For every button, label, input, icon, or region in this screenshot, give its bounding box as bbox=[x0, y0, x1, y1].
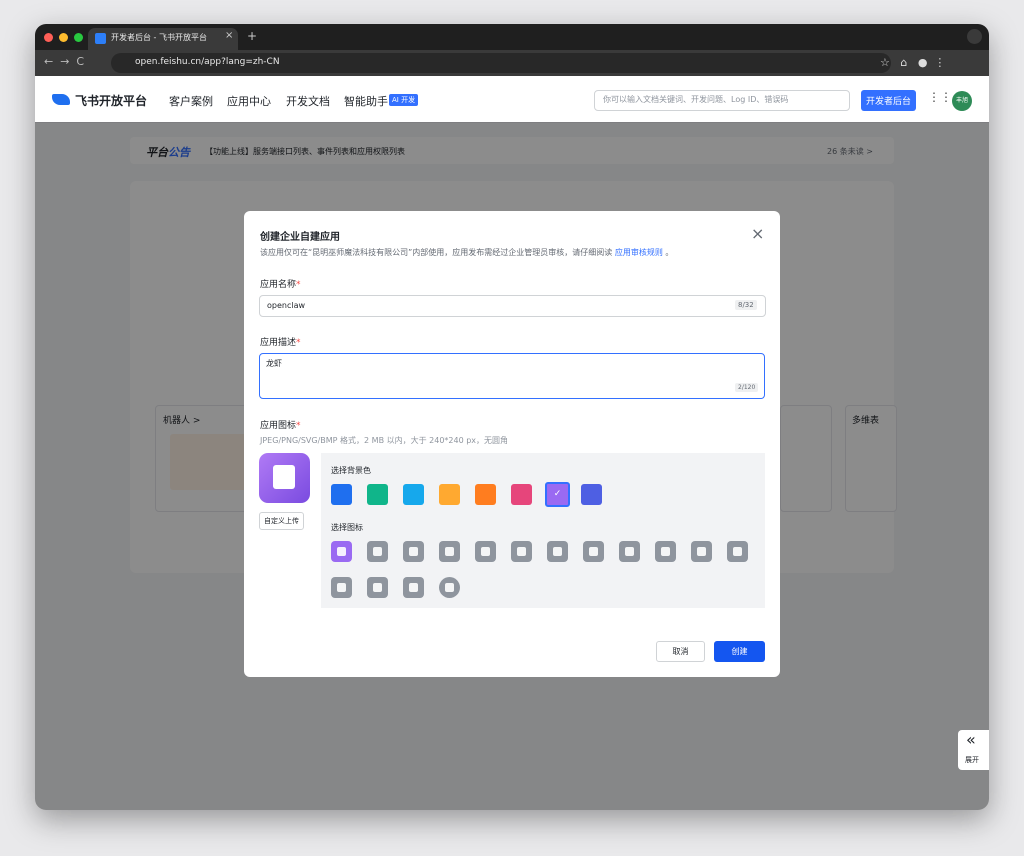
expand-button[interactable] bbox=[958, 730, 989, 770]
favicon bbox=[95, 33, 106, 44]
color-swatch-selected[interactable]: ✓ bbox=[545, 482, 570, 507]
nav-item[interactable]: 客户案例 bbox=[169, 95, 213, 108]
preview-glyph bbox=[273, 465, 295, 489]
console-button[interactable]: 开发者后台 bbox=[861, 90, 917, 111]
icon-option[interactable] bbox=[475, 541, 496, 562]
desc-link[interactable]: 应用审核规则 bbox=[614, 248, 663, 257]
icon-option[interactable] bbox=[439, 577, 460, 598]
nav-item[interactable]: 开发文档 bbox=[286, 95, 330, 108]
upload-button[interactable]: 自定义上传 bbox=[259, 512, 304, 530]
required-mark: * bbox=[296, 280, 301, 290]
icon-option[interactable] bbox=[331, 577, 352, 598]
nav-buttons[interactable]: ← → C bbox=[44, 55, 85, 68]
color-swatch[interactable] bbox=[439, 484, 460, 505]
apps-grid[interactable]: ⋮⋮ bbox=[928, 90, 952, 104]
color-swatch[interactable] bbox=[403, 484, 424, 505]
bg-label: 选择背景色 bbox=[331, 466, 371, 475]
url[interactable]: open.feishu.cn/app?lang=zh-CN bbox=[135, 57, 280, 67]
desc-input[interactable] bbox=[259, 353, 765, 399]
logo[interactable]: 飞书开放平台 bbox=[75, 94, 148, 108]
announcement-label: 平台公告 bbox=[146, 144, 190, 160]
expand-icon: « bbox=[966, 730, 976, 749]
ai-badge: AI 开发 bbox=[389, 94, 419, 106]
color-swatch[interactable] bbox=[367, 484, 388, 505]
max-dot[interactable] bbox=[74, 33, 83, 42]
card bbox=[780, 405, 832, 512]
search-placeholder[interactable]: 你可以输入文档关键词、开发问题、Log ID、错误码 bbox=[603, 95, 789, 104]
icon-pick-label: 选择图标 bbox=[331, 523, 363, 532]
label-a: 平台 bbox=[146, 146, 168, 159]
icon-option[interactable] bbox=[583, 541, 604, 562]
icon-option[interactable] bbox=[439, 541, 460, 562]
icon-option[interactable] bbox=[403, 541, 424, 562]
label: 应用图标 bbox=[260, 421, 297, 431]
new-tab[interactable]: + bbox=[247, 29, 258, 43]
name-label: 应用名称* bbox=[260, 277, 301, 290]
color-swatch[interactable] bbox=[475, 484, 496, 505]
desc-value: 龙虾 bbox=[266, 359, 282, 368]
expand-text: 展开 bbox=[965, 756, 979, 764]
icon-label: 应用图标* bbox=[260, 418, 301, 431]
tab-close[interactable]: × bbox=[225, 30, 234, 41]
icon-option[interactable] bbox=[727, 541, 748, 562]
label: 应用名称 bbox=[260, 280, 297, 290]
icon-option[interactable] bbox=[367, 541, 388, 562]
color-swatch[interactable] bbox=[581, 484, 602, 505]
tab-title: 开发者后台 - 飞书开放平台 bbox=[111, 33, 207, 42]
name-value: openclaw bbox=[267, 301, 306, 310]
picker-panel bbox=[321, 453, 765, 608]
tab[interactable] bbox=[88, 28, 238, 50]
robot-title: 机器人 > bbox=[163, 416, 201, 426]
desc-text: 该应用仅可在“昆明巫师魔法科技有限公司”内部使用，应用发布需经过企业管理员审核，… bbox=[260, 248, 613, 257]
cancel-button[interactable]: 取消 bbox=[656, 641, 705, 662]
nav-item[interactable]: 应用中心 bbox=[227, 95, 271, 108]
icon-option[interactable] bbox=[547, 541, 568, 562]
icon-option[interactable] bbox=[511, 541, 532, 562]
logo-icon bbox=[52, 94, 70, 105]
unread[interactable]: 26 条未读 > bbox=[827, 147, 873, 156]
browser-window: 开发者后台 - 飞书开放平台 × + ← → C open.feishu.cn/… bbox=[35, 24, 989, 810]
robot-preview bbox=[170, 434, 250, 490]
icon-option[interactable] bbox=[367, 577, 388, 598]
search-box[interactable] bbox=[594, 90, 850, 111]
desc-count: 2/120 bbox=[735, 383, 759, 392]
toolbar-icons[interactable]: ☆ ⌂ ● ⋮ bbox=[880, 56, 946, 69]
modal-title: 创建企业自建应用 bbox=[260, 232, 340, 243]
icon-hint: JPEG/PNG/SVG/BMP 格式，2 MB 以内，大于 240*240 p… bbox=[260, 436, 509, 445]
avatar[interactable]: 丰旭 bbox=[952, 91, 972, 111]
label: 应用描述 bbox=[260, 338, 297, 348]
required-mark: * bbox=[296, 421, 301, 431]
desc-label: 应用描述* bbox=[260, 335, 301, 348]
card bbox=[845, 405, 897, 512]
color-swatch[interactable] bbox=[511, 484, 532, 505]
tab-menu[interactable] bbox=[967, 29, 982, 44]
required-mark: * bbox=[296, 338, 301, 348]
close-dot[interactable] bbox=[44, 33, 53, 42]
label-b: 公告 bbox=[168, 146, 190, 159]
multi-title: 多维表 bbox=[852, 416, 880, 426]
icon-option[interactable] bbox=[655, 541, 676, 562]
announcement-text[interactable]: 【功能上线】服务端接口列表、事件列表和应用权限列表 bbox=[205, 147, 405, 156]
omnibox[interactable] bbox=[111, 53, 891, 73]
color-swatch[interactable] bbox=[331, 484, 352, 505]
icon-option-selected[interactable] bbox=[331, 541, 352, 562]
name-input[interactable] bbox=[259, 295, 766, 317]
icon-option[interactable] bbox=[403, 577, 424, 598]
name-count: 8/32 bbox=[735, 300, 757, 310]
desc-end: 。 bbox=[665, 248, 674, 257]
icon-option[interactable] bbox=[691, 541, 712, 562]
modal-desc: 该应用仅可在“昆明巫师魔法科技有限公司”内部使用，应用发布需经过企业管理员审核，… bbox=[260, 247, 673, 258]
create-button[interactable]: 创建 bbox=[714, 641, 765, 662]
announcement-bar bbox=[130, 137, 894, 164]
nav-item[interactable]: 智能助手 bbox=[344, 95, 388, 108]
min-dot[interactable] bbox=[59, 33, 68, 42]
icon-option[interactable] bbox=[619, 541, 640, 562]
modal-close[interactable]: × bbox=[751, 224, 765, 243]
